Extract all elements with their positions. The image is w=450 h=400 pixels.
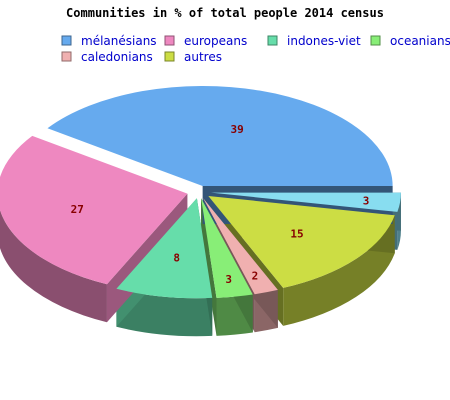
legend-item-indones-viet: indones-viet [267,34,361,48]
legend-item-caledonians: caledonians [61,50,153,64]
slice-melanesians [47,85,393,186]
pie-tops [0,85,401,299]
legend-label: oceanians [390,34,450,48]
legend-item-autres: autres [164,50,222,64]
slice-value-label: 2 [252,269,259,282]
legend-item-melanesians: mélanésians [61,34,157,48]
legend-swatch [370,35,381,46]
slice-value-label: 27 [71,203,84,216]
legend-label: autres [184,50,222,64]
slice-side-indones-viet [116,288,213,337]
chart-title: Communities in % of total people 2014 ce… [66,6,384,20]
slice-europeans [0,135,188,285]
slice-value-label: 3 [363,195,370,208]
slice-indones-viet [116,198,213,299]
pie-labels: 3 15 2 3 8 27 39 [71,123,370,286]
slice-value-label: 8 [173,251,180,264]
slice-wall [201,198,217,336]
legend-swatch [267,35,278,46]
slice-caledonians [203,197,278,295]
slice-value-label: 3 [225,273,232,286]
legend-swatch [61,51,72,62]
legend-label: caledonians [81,50,153,64]
legend-label: mélanésians [81,34,157,48]
slice-side-autres [283,215,395,326]
legend-item-oceanians: oceanians [370,34,450,48]
slice-value-label: 39 [231,123,244,136]
legend-item-europeans: europeans [164,34,247,48]
legend-swatch [164,51,175,62]
legend-swatch [164,35,175,46]
slice-value-label: 15 [290,228,303,241]
slice-autres [208,195,395,288]
legend-label: indones-viet [287,34,361,48]
legend-label: europeans [184,34,247,48]
legend-swatch [61,35,72,46]
slice-side-europeans [0,209,107,323]
slice-unlabelled [210,192,401,212]
slice-oceanians [201,198,253,298]
